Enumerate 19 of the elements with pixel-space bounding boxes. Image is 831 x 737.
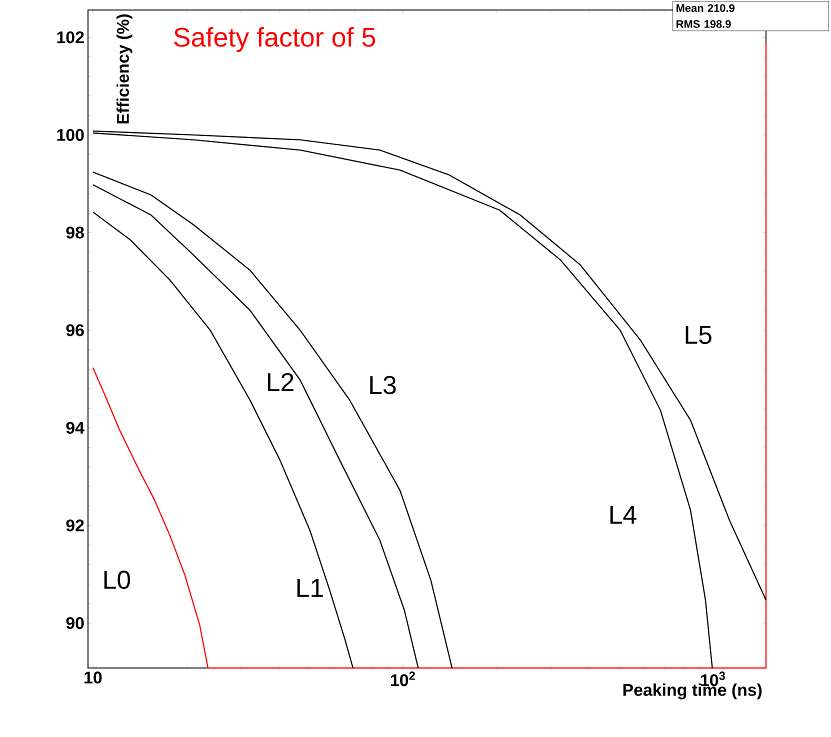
y-tick-label: 102 bbox=[57, 31, 84, 44]
series-label: L0 bbox=[104, 570, 130, 589]
annotation: RMS 198.9 bbox=[676, 20, 731, 28]
annotation: Safety factor of 5 bbox=[174, 27, 376, 52]
y-tick-label: 90 bbox=[66, 617, 84, 630]
x-tick-label: 10 bbox=[84, 672, 102, 684]
y-tick-label: 98 bbox=[66, 226, 84, 239]
series-label: L5 bbox=[686, 326, 712, 344]
series-label: L2 bbox=[268, 372, 294, 392]
y-tick-label: 94 bbox=[66, 422, 84, 434]
annotation: Mean 210.9 bbox=[676, 4, 734, 12]
y-tick-label: 96 bbox=[66, 324, 84, 336]
y-tick-label: 92 bbox=[66, 519, 84, 532]
series-label: L4 bbox=[610, 506, 636, 524]
y-axis-title: Efficiency (%) bbox=[116, 14, 132, 124]
x-tick-label: 10$^{2}$ bbox=[391, 672, 415, 686]
series-label: L3 bbox=[370, 376, 396, 394]
series-label: L1 bbox=[297, 578, 323, 597]
y-tick-label: 100 bbox=[57, 128, 84, 141]
